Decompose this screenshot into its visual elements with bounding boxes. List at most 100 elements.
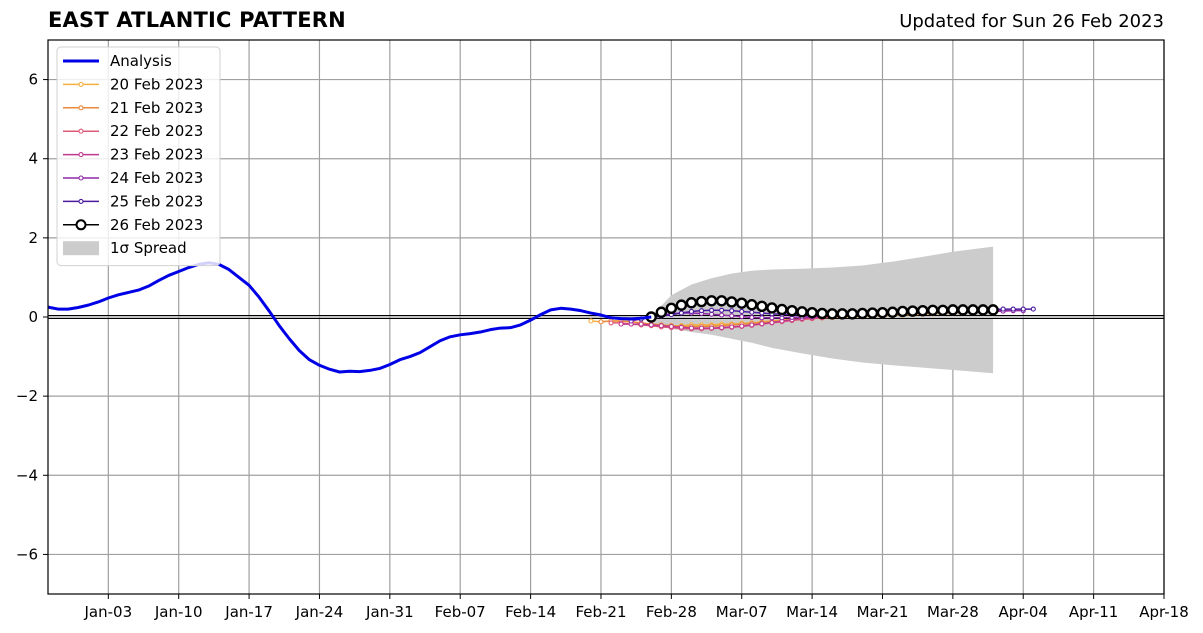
forecast-point — [655, 306, 667, 318]
forecast-point — [1010, 306, 1016, 312]
forecast-point — [1020, 306, 1026, 312]
forecast-point — [618, 321, 624, 327]
forecast-point — [685, 297, 698, 309]
forecast-point — [786, 304, 798, 317]
forecast-point — [665, 302, 678, 314]
forecast-point — [1000, 306, 1006, 312]
forecast-point — [658, 323, 664, 329]
forecast-point — [836, 308, 848, 320]
forecast-point — [709, 325, 715, 331]
y-tick-label: −4 — [16, 466, 38, 484]
forecast-point — [816, 307, 828, 320]
y-tick-label: 6 — [28, 71, 38, 89]
forecast-point — [739, 323, 745, 329]
forecast-point — [967, 304, 979, 316]
y-tick-label: −6 — [16, 545, 38, 563]
forecast-point — [725, 296, 738, 308]
legend-marker — [78, 198, 84, 204]
analysis-line — [47, 261, 652, 374]
legend-marker — [78, 128, 84, 134]
forecast-point — [715, 295, 728, 307]
forecast-point — [638, 321, 644, 327]
forecast-point — [806, 306, 818, 319]
forecast-point — [709, 307, 715, 313]
plot-frame — [47, 39, 1165, 595]
forecast-point — [846, 308, 859, 320]
forecast-point — [739, 308, 745, 315]
forecast-point — [886, 306, 899, 318]
legend-marker — [75, 219, 87, 231]
legend-swatch — [63, 241, 99, 256]
forecast-point — [796, 306, 808, 318]
series-layer — [47, 261, 1036, 374]
forecast-point — [729, 308, 735, 314]
legend-marker — [78, 152, 84, 158]
forecast-point — [675, 299, 688, 311]
forecast-point — [769, 315, 775, 321]
legend-label: 25 Feb 2023 — [110, 192, 203, 210]
chart-subtitle: Updated for Sun 26 Feb 2023 — [899, 11, 1164, 32]
forecast-point — [756, 300, 768, 313]
y-tick-label: 4 — [28, 150, 38, 168]
forecast-point — [598, 319, 604, 325]
forecast-point — [688, 325, 695, 331]
forecast-point — [588, 318, 594, 324]
x-tick-label: Jan-03 — [84, 603, 133, 621]
forecast-point — [705, 295, 718, 307]
legend-marker — [78, 105, 84, 111]
forecast-point — [698, 325, 705, 331]
y-tick-label: 0 — [28, 308, 38, 326]
forecast-point — [729, 324, 735, 330]
forecast-point — [729, 313, 735, 319]
forecast-point — [648, 322, 654, 328]
forecast-point — [759, 321, 765, 327]
forecast-point — [776, 303, 788, 316]
x-tick-label: Apr-18 — [1139, 603, 1189, 621]
forecast-point — [937, 304, 949, 316]
forecast-point — [739, 314, 745, 320]
x-tick-label: Jan-31 — [365, 603, 414, 621]
x-tick-label: Feb-21 — [575, 603, 626, 621]
x-tick-label: Mar-14 — [786, 603, 838, 621]
x-tick-label: Feb-28 — [646, 603, 697, 621]
forecast-point — [719, 312, 725, 318]
forecast-point — [608, 320, 614, 326]
legend-label: Analysis — [110, 52, 172, 70]
forecast-point — [678, 310, 684, 316]
forecast-point — [719, 307, 725, 313]
forecast-point — [688, 308, 695, 315]
forecast-point — [977, 304, 989, 316]
legend-label: 26 Feb 2023 — [110, 216, 203, 234]
legend: Analysis 20 Feb 2023 21 Feb 2023 22 Feb 202… — [56, 46, 221, 267]
legend-label: 23 Feb 2023 — [110, 146, 203, 164]
forecast-point — [876, 306, 889, 319]
forecast-point — [736, 297, 748, 309]
forecast-point — [987, 304, 999, 316]
forecast-point — [749, 314, 755, 320]
forecast-point — [719, 325, 725, 331]
forecast-point — [927, 304, 939, 316]
legend-marker — [78, 175, 84, 181]
legend-label: 21 Feb 2023 — [110, 99, 203, 117]
forecast-point — [906, 305, 919, 317]
x-tick-label: Feb-07 — [435, 603, 486, 621]
x-tick-label: Mar-28 — [927, 603, 979, 621]
x-tick-label: Apr-04 — [998, 603, 1048, 621]
forecast-point — [896, 305, 909, 318]
forecast-point — [947, 304, 959, 316]
legend-label: 20 Feb 2023 — [110, 75, 203, 93]
forecast-point — [749, 309, 755, 315]
legend-box — [56, 46, 221, 267]
legend-marker — [78, 81, 84, 87]
forecast-point — [695, 295, 708, 308]
axes-layer: Jan-03 Jan-10 Jan-17 Jan-24 Jan-31 Feb-07 Feb-… — [16, 39, 1189, 621]
legend-label: 24 Feb 2023 — [110, 169, 203, 187]
x-tick-label: Feb-14 — [505, 603, 556, 621]
forecast-point — [957, 304, 969, 316]
x-tick-label: Mar-07 — [716, 603, 768, 621]
forecast-point — [749, 322, 755, 328]
forecast-point — [1030, 306, 1036, 312]
forecast-point — [866, 307, 879, 319]
x-tick-label: Mar-21 — [857, 603, 909, 621]
